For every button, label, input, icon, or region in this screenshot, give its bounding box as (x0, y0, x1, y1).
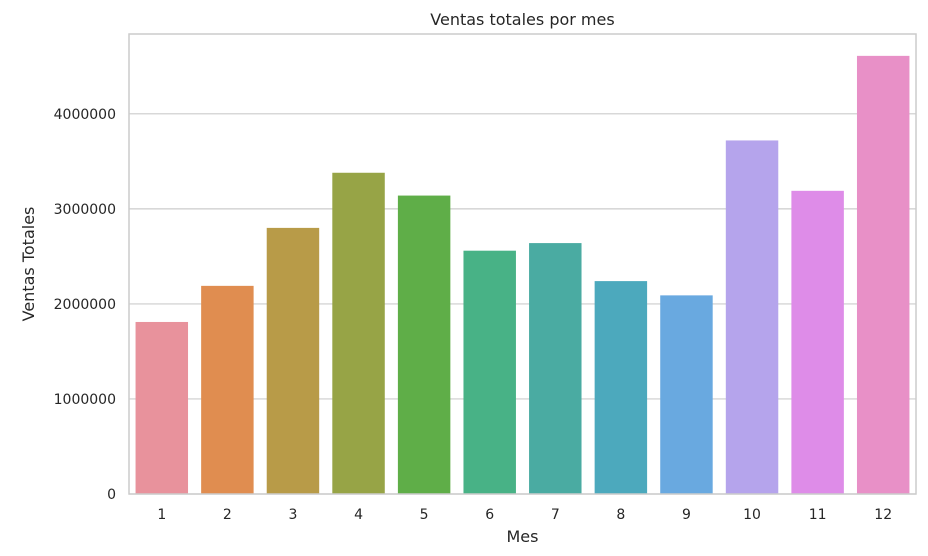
x-tick-label: 1 (157, 507, 166, 523)
bar (856, 55, 910, 495)
y-tick-label: 3000000 (54, 202, 116, 218)
bar (201, 285, 254, 494)
x-tick-label: 12 (874, 507, 892, 523)
x-tick-label: 4 (354, 507, 363, 523)
bar (332, 172, 385, 495)
x-tick-label: 5 (420, 507, 429, 523)
chart-title: Ventas totales por mes (430, 10, 614, 29)
bar (463, 250, 516, 494)
x-tick-label: 8 (616, 507, 625, 523)
x-tick-label: 2 (223, 507, 232, 523)
x-axis-label: Mes (507, 527, 539, 546)
x-tick-label: 10 (743, 507, 761, 523)
bar (529, 243, 582, 494)
bar (660, 295, 713, 494)
y-tick-label: 2000000 (54, 297, 116, 313)
x-tick-label: 11 (809, 507, 827, 523)
bar (266, 227, 320, 495)
y-tick-label: 0 (107, 487, 116, 503)
x-tick-label: 6 (485, 507, 494, 523)
x-tick-label: 3 (288, 507, 297, 523)
x-tick-label: 9 (682, 507, 691, 523)
x-tick-labels: 1 2 3 4 5 6 7 8 9 10 11 12 (157, 507, 892, 523)
plot-frame (128, 33, 917, 495)
bar (725, 140, 779, 494)
bars (135, 55, 910, 495)
bar (397, 195, 451, 494)
y-tick-label: 1000000 (54, 392, 116, 408)
y-tick-labels: 0 1000000 2000000 3000000 4000000 (54, 107, 116, 503)
bar (135, 321, 189, 494)
y-axis-label: Ventas Totales (19, 207, 38, 322)
x-tick-label: 7 (551, 507, 560, 523)
bar (791, 190, 844, 494)
bar (594, 281, 648, 494)
y-tick-label: 4000000 (54, 107, 116, 123)
